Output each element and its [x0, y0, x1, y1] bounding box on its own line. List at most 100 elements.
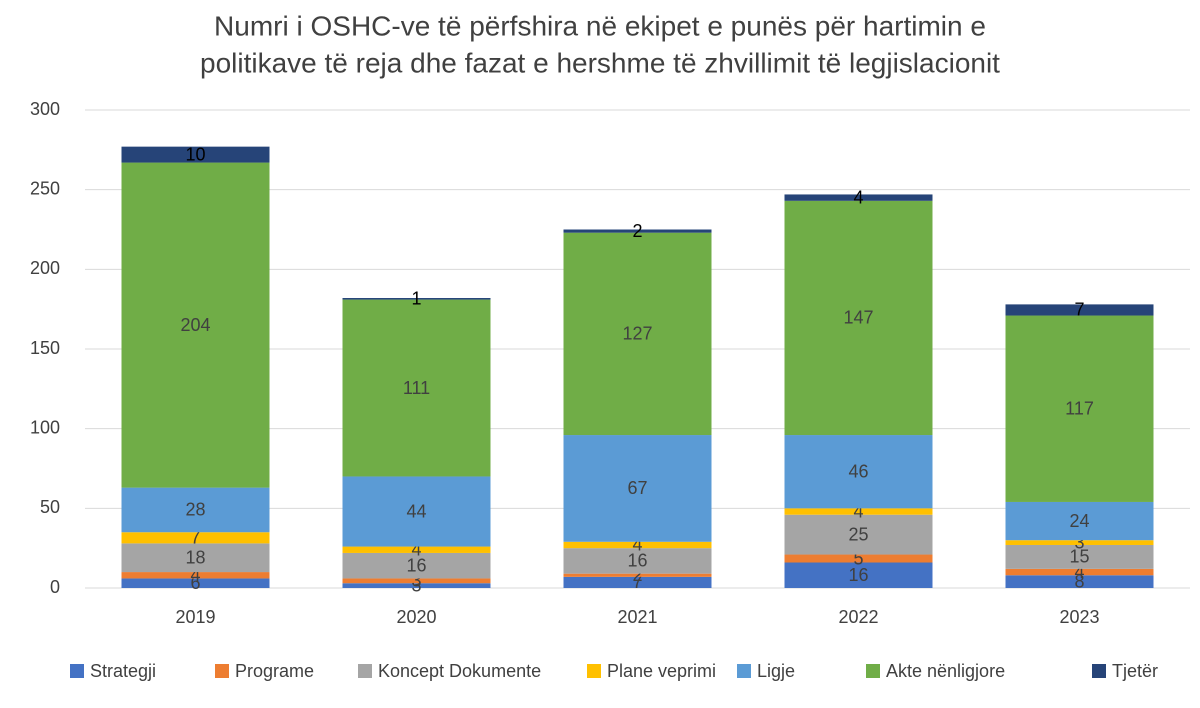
bar-segment [1005, 575, 1154, 588]
bar-segment [784, 562, 933, 588]
data-label: 3 [1074, 532, 1084, 552]
bar-segment [121, 572, 270, 579]
data-label: 7 [632, 572, 642, 592]
legend-label: Strategji [90, 661, 156, 681]
bar-segment [563, 548, 712, 574]
chart-title: Numri i OSHC-ve të përfshira në ekipet e… [214, 10, 986, 41]
data-label: 3 [411, 571, 421, 591]
data-label: 4 [190, 565, 200, 585]
y-tick-label: 200 [30, 258, 60, 278]
bar-segment [563, 573, 712, 577]
bar-segment [342, 583, 491, 588]
bar-segment [784, 508, 933, 515]
legend-label: Programe [235, 661, 314, 681]
bar-segment [563, 576, 712, 588]
legend-swatch [866, 664, 880, 678]
bar-segment [121, 487, 270, 533]
y-tick-label: 250 [30, 178, 60, 198]
data-label: 2 [632, 565, 642, 585]
bar-segment [563, 541, 712, 549]
data-label: 127 [622, 324, 652, 344]
data-label: 46 [848, 461, 868, 481]
legend-swatch [215, 664, 229, 678]
legend-swatch [358, 664, 372, 678]
legend-swatch [1092, 664, 1106, 678]
data-label: 18 [185, 547, 205, 567]
data-label: 7 [190, 528, 200, 548]
y-tick-label: 150 [30, 338, 60, 358]
data-label: 67 [627, 478, 647, 498]
bar-segment [784, 200, 933, 436]
data-label: 28 [185, 500, 205, 520]
bar-segment [342, 552, 491, 579]
data-label: 16 [406, 555, 426, 575]
data-label: 4 [853, 501, 863, 521]
bar-segment [563, 435, 712, 542]
data-label: 147 [843, 308, 873, 328]
bar-segment [784, 435, 933, 509]
bar-segment [784, 194, 933, 201]
bar-segment [342, 578, 491, 584]
data-label: 111 [403, 378, 430, 398]
bar-segment [342, 546, 491, 553]
bar-segment [1005, 544, 1154, 569]
data-label: 3 [411, 575, 421, 595]
y-tick-label: 50 [40, 497, 60, 517]
data-label: 4 [411, 540, 421, 560]
data-label: 25 [848, 524, 868, 544]
bar-segment [1005, 540, 1154, 545]
legend-swatch [737, 664, 751, 678]
data-label: 117 [1065, 399, 1094, 419]
x-tick-label: 2022 [838, 607, 878, 627]
y-tick-label: 100 [30, 417, 60, 437]
bar-segment [784, 554, 933, 563]
data-label: 15 [1069, 547, 1089, 567]
x-tick-label: 2020 [396, 607, 436, 627]
bar-segment [1005, 304, 1154, 316]
bar-segment [1005, 568, 1154, 576]
bar-segment [121, 578, 270, 588]
bar-segment [121, 146, 270, 163]
data-label: 6 [190, 573, 200, 593]
bar-segment [1005, 501, 1154, 541]
bar-segment [563, 229, 712, 233]
bar-segment [342, 298, 491, 300]
x-tick-label: 2023 [1059, 607, 1099, 627]
y-tick-label: 0 [50, 577, 60, 597]
data-label: 4 [1074, 562, 1084, 582]
y-tick-label: 300 [30, 99, 60, 119]
data-label: 8 [1074, 571, 1084, 591]
legend-label: Koncept Dokumente [378, 661, 541, 681]
data-label: 16 [848, 565, 868, 585]
legend-label: Akte nënligjore [886, 661, 1005, 681]
bar-segment [1005, 315, 1154, 502]
data-label: 7 [1074, 300, 1084, 320]
bar-segment [784, 514, 933, 555]
bar-segment [121, 543, 270, 573]
legend-label: Plane veprimi [607, 661, 716, 681]
data-label: 10 [185, 144, 205, 164]
data-label: 5 [853, 548, 863, 568]
bar-segment [121, 532, 270, 544]
chart-title: politikave të reja dhe fazat e hershme t… [200, 47, 1000, 78]
data-label: 44 [406, 501, 426, 521]
legend-label: Tjetër [1112, 661, 1158, 681]
legend-label: Ligje [757, 661, 795, 681]
legend-swatch [587, 664, 601, 678]
data-label: 204 [180, 315, 210, 335]
data-label: 2 [632, 221, 642, 241]
legend-swatch [70, 664, 84, 678]
bar-segment [342, 299, 491, 477]
data-label: 24 [1069, 511, 1089, 531]
x-tick-label: 2019 [175, 607, 215, 627]
bar-segment [563, 232, 712, 436]
bar-segment [121, 162, 270, 488]
data-label: 1 [411, 289, 421, 309]
data-label: 4 [853, 187, 863, 207]
x-tick-label: 2021 [617, 607, 657, 627]
data-label: 16 [627, 551, 647, 571]
data-label: 4 [632, 535, 642, 555]
bar-segment [342, 476, 491, 547]
